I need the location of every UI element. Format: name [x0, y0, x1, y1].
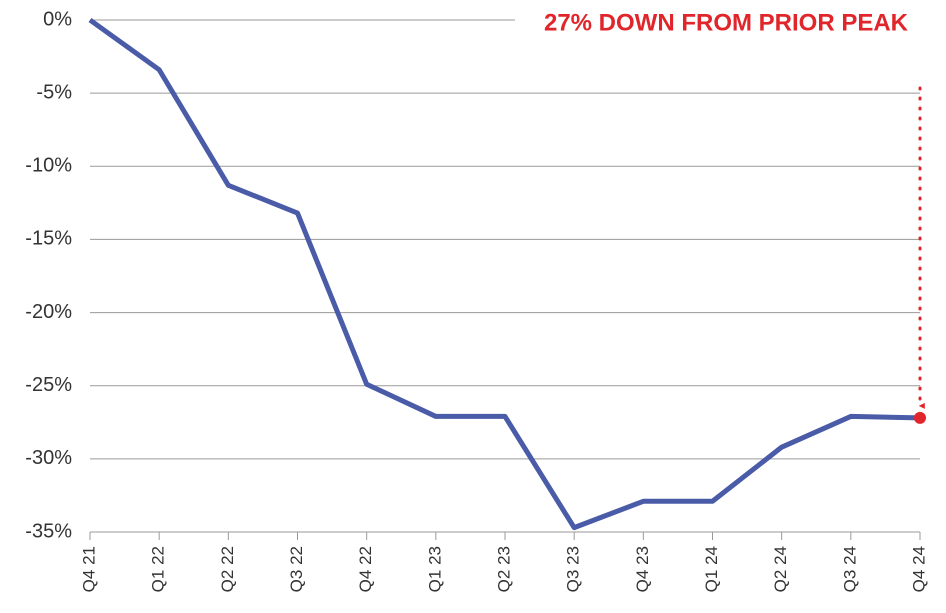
x-tick-label: Q3 24: [840, 546, 859, 592]
y-tick-label: 0%: [43, 8, 72, 30]
y-tick-label: -10%: [25, 155, 72, 177]
x-tick-label: Q3 22: [287, 546, 306, 592]
x-tick-label: Q4 24: [909, 546, 928, 592]
x-tick-label: Q4 21: [79, 546, 98, 592]
x-tick-label: Q3 23: [564, 546, 583, 592]
x-tick-label: Q4 23: [633, 546, 652, 592]
y-tick-label: -15%: [25, 228, 72, 250]
line-series: [88, 17, 921, 531]
x-tick-label: Q2 24: [771, 546, 790, 592]
x-tick-label: Q1 23: [425, 546, 444, 592]
annotation-background: [515, 0, 946, 44]
y-tick-label: -20%: [25, 301, 72, 323]
y-tick-label: -35%: [25, 520, 72, 542]
x-tick-label: Q1 22: [149, 546, 168, 592]
x-tick-label: Q1 24: [702, 546, 721, 592]
y-tick-label: -30%: [25, 447, 72, 469]
y-tick-label: -25%: [25, 374, 72, 396]
highlight-point: [914, 411, 926, 424]
y-tick-label: -5%: [36, 81, 72, 103]
annotation: 27% DOWN FROM PRIOR PEAK: [544, 9, 909, 36]
x-tick-label: Q2 22: [218, 546, 237, 592]
x-tick-label: Q2 23: [494, 546, 513, 592]
x-tick-label: Q4 22: [356, 546, 375, 592]
